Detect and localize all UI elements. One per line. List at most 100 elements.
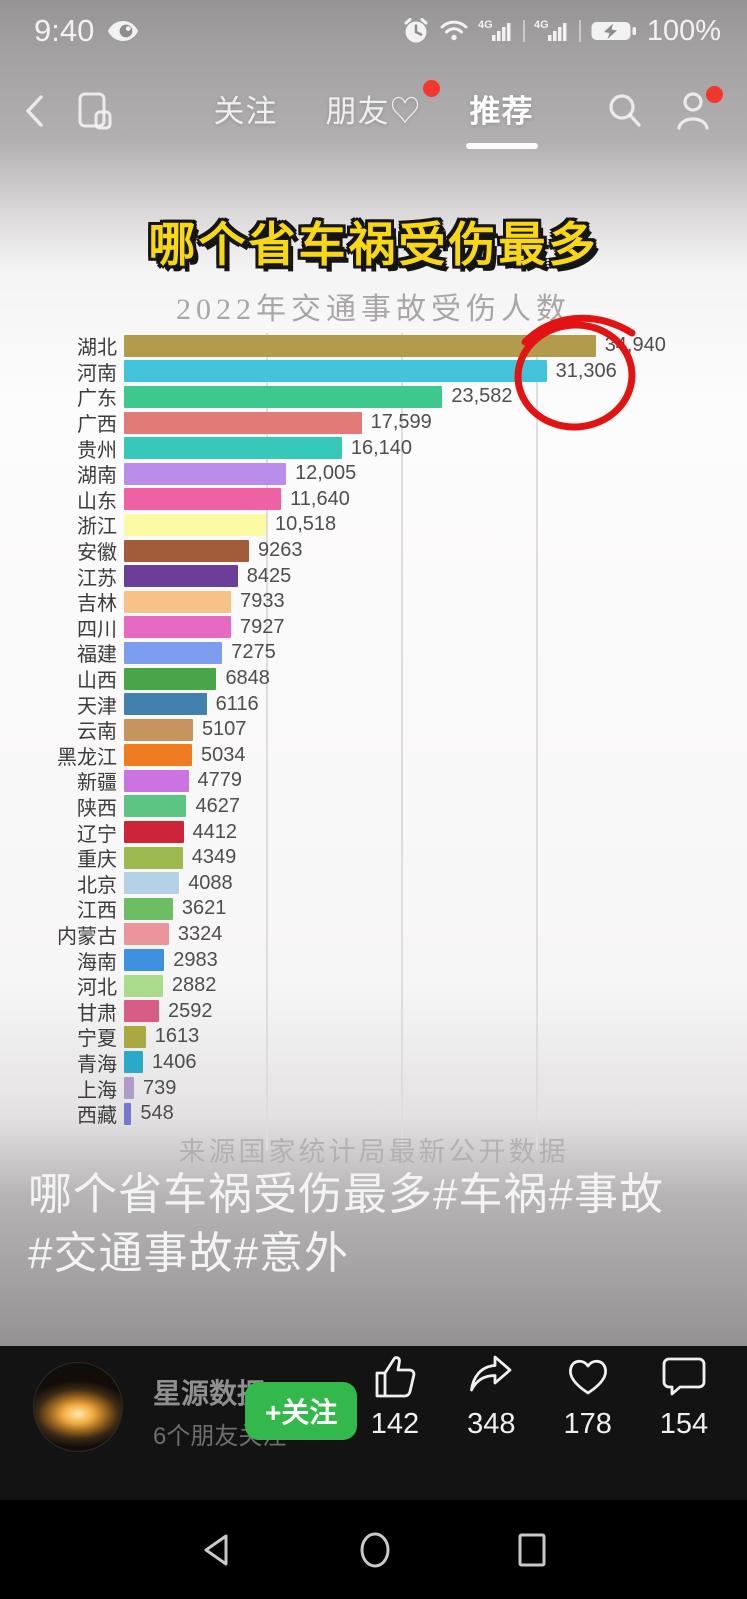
tab-recommend[interactable]: 推荐 (470, 86, 534, 131)
android-back-icon[interactable] (200, 1532, 234, 1568)
bar-value: 3621 (181, 897, 227, 920)
chart-row: 湖北 34,940 (0, 333, 747, 359)
chart-row: 天津 6116 (0, 691, 747, 718)
chart-row: 山西 6848 (0, 666, 747, 692)
chart-row: 新疆 4779 (0, 768, 747, 794)
notification-dot (422, 80, 440, 97)
bar (124, 513, 266, 536)
bar (124, 693, 207, 716)
bar-value: 1613 (154, 1025, 200, 1048)
thumbs-up-icon (375, 1356, 416, 1398)
bar-track: 6116 (124, 693, 637, 716)
bar-value: 4088 (188, 871, 233, 894)
bar-track: 2882 (124, 974, 637, 997)
like-button[interactable]: 142 (350, 1352, 440, 1441)
bar-track: 12,005 (124, 462, 637, 485)
bar (124, 923, 169, 946)
battery-charging-icon (591, 22, 636, 40)
bar-track: 1406 (124, 1051, 637, 1074)
bar-label: 江西 (77, 900, 117, 923)
chart-row: 重庆 4349 (0, 845, 747, 871)
like-count: 142 (370, 1408, 420, 1440)
video-feed[interactable]: 9:40 (0, 0, 747, 1346)
bar-label: 四川 (77, 618, 117, 641)
chart-row: 广西 17,599 (0, 410, 747, 436)
bar-value: 4412 (192, 820, 238, 843)
wifi-icon (440, 20, 468, 41)
svg-text:4G: 4G (534, 19, 549, 31)
bar (124, 565, 238, 588)
chart-row: 内蒙古 3324 (0, 922, 747, 948)
favorite-button[interactable]: 178 (543, 1352, 633, 1441)
bar-label: 广东 (77, 388, 117, 411)
bar-track: 4088 (124, 872, 637, 895)
comment-count: 154 (659, 1408, 709, 1440)
signal-4g-icon: 4G (534, 19, 567, 41)
chart-row: 江苏 8425 (0, 563, 747, 590)
bar (124, 1025, 146, 1048)
back-icon[interactable] (22, 92, 48, 130)
bar-track: 11,640 (124, 488, 637, 511)
bar-label: 黑龙江 (57, 746, 117, 769)
bar (124, 1077, 134, 1100)
bar-label: 云南 (77, 721, 117, 744)
bar (124, 897, 173, 920)
search-icon[interactable] (605, 90, 645, 132)
bar-value: 17,599 (370, 411, 432, 434)
android-recents-icon[interactable] (516, 1532, 548, 1568)
chart-rows: 湖北 34,940 河南 31,306 广东 23,582 广西 17,599 贵州 16,140… (0, 333, 747, 1127)
bar-track: 23,582 (124, 385, 637, 408)
bar-track: 16,140 (124, 437, 637, 460)
bar-value: 2592 (167, 999, 213, 1022)
chart-row: 北京 4088 (0, 870, 747, 897)
bar-track: 2592 (124, 1000, 637, 1023)
bar-value: 548 (140, 1102, 174, 1125)
bar-value: 7927 (240, 615, 285, 638)
bar-track: 5034 (124, 744, 637, 767)
bar-value: 739 (142, 1076, 177, 1099)
bar-value: 7933 (240, 590, 285, 613)
favorite-count: 178 (563, 1408, 612, 1440)
profile-icon[interactable] (675, 86, 723, 132)
chart-row: 上海 739 (0, 1075, 747, 1102)
bar (124, 411, 362, 434)
bar-label: 湖北 (77, 337, 117, 360)
bar-label: 新疆 (77, 772, 117, 795)
bar-value: 31,306 (555, 359, 617, 382)
tab-friends[interactable]: 朋友♡ (326, 80, 440, 131)
android-home-icon[interactable] (358, 1531, 392, 1569)
bar-track: 17,599 (124, 411, 637, 434)
bar (124, 360, 547, 383)
gridlines (131, 333, 644, 1150)
comment-button[interactable]: 154 (639, 1352, 729, 1441)
bar-track: 6848 (124, 667, 637, 690)
chart-row: 河北 2882 (0, 973, 747, 999)
bar-label: 山东 (77, 490, 117, 513)
chart-row: 贵州 16,140 (0, 435, 747, 462)
bar (124, 1102, 132, 1125)
notification-dot (706, 86, 723, 103)
chart-row: 浙江 10,518 (0, 512, 747, 538)
share-button[interactable]: 348 (446, 1352, 536, 1441)
divider (578, 20, 581, 42)
comment-icon (662, 1357, 706, 1396)
bar-label: 北京 (77, 874, 117, 897)
bar-label: 内蒙古 (57, 925, 117, 948)
bar-value: 5107 (201, 718, 247, 741)
bar (124, 1000, 159, 1023)
avatar[interactable] (33, 1362, 123, 1452)
clock-time: 9:40 (34, 13, 95, 48)
multi-window-icon[interactable] (76, 90, 116, 132)
bar (124, 539, 250, 562)
follow-button[interactable]: +关注 (245, 1382, 358, 1440)
gridline (401, 333, 403, 1150)
chart-row: 黑龙江 5034 (0, 743, 747, 769)
tab-follow[interactable]: 关注 (213, 94, 278, 129)
video-caption[interactable]: 哪个省车祸受伤最多#车祸#事故#交通事故#意外 (28, 1170, 664, 1278)
bar-label: 山西 (77, 670, 117, 693)
bar-chart: 湖北 34,940 河南 31,306 广东 23,582 广西 17,599 贵州 16,140… (0, 333, 747, 1150)
bar-label: 天津 (77, 695, 117, 718)
footer-bar: 星源数据 6个朋友关注 +关注 142 348 178 (0, 1346, 747, 1500)
bar-label: 辽宁 (77, 823, 117, 846)
